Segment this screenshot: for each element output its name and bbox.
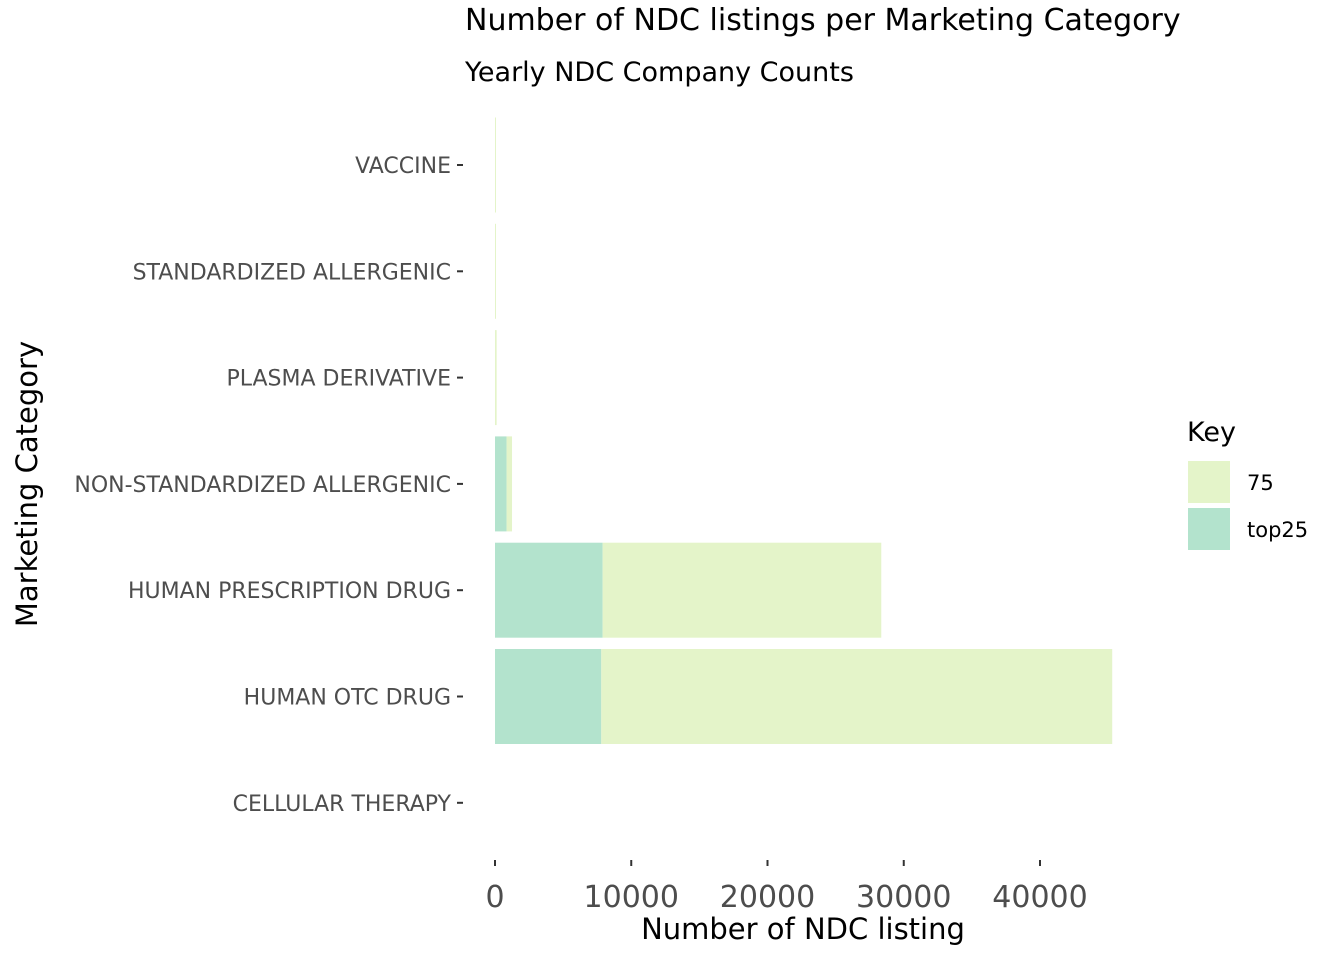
y-axis: VACCINE STANDARDIZED ALLERGENIC PLASMA DER… bbox=[74, 154, 463, 817]
chart-title: Number of NDC listings per Marketing Cat… bbox=[465, 3, 1181, 38]
bar-standardized-allergenic-75 bbox=[495, 223, 496, 319]
x-tick-label: 20000 bbox=[720, 880, 815, 915]
x-tick-label: 30000 bbox=[856, 880, 951, 915]
y-tick-label: NON-STANDARDIZED ALLERGENIC bbox=[74, 473, 451, 498]
x-axis-title: Number of NDC listing bbox=[641, 912, 965, 946]
bar-human-otc-drug-75 bbox=[601, 649, 1113, 744]
y-tick-label: HUMAN PRESCRIPTION DRUG bbox=[128, 579, 451, 604]
legend-title: Key bbox=[1187, 417, 1236, 448]
y-tick-label: STANDARDIZED ALLERGENIC bbox=[133, 260, 451, 285]
y-tick-label: CELLULAR THERAPY bbox=[233, 792, 452, 817]
bar-human-otc-drug-top25 bbox=[495, 649, 602, 744]
y-axis-title: Marketing Category bbox=[10, 341, 44, 627]
bar-human-prescription-drug-top25 bbox=[495, 542, 603, 638]
bar-non-standardized-allergenic-top25 bbox=[495, 436, 507, 532]
bars-group bbox=[495, 117, 1113, 744]
legend: Key 75 top25 bbox=[1187, 417, 1308, 550]
x-axis: 0 10000 20000 30000 40000 bbox=[485, 860, 1088, 915]
y-tick-label: HUMAN OTC DRUG bbox=[244, 686, 451, 711]
bar-human-prescription-drug-75 bbox=[602, 542, 882, 638]
legend-label-75: 75 bbox=[1247, 471, 1274, 495]
legend-swatch-75 bbox=[1188, 461, 1230, 503]
legend-label-top25: top25 bbox=[1247, 518, 1308, 542]
y-tick-label: PLASMA DERIVATIVE bbox=[226, 367, 451, 392]
chart-subtitle: Yearly NDC Company Counts bbox=[464, 57, 854, 88]
x-tick-label: 0 bbox=[485, 880, 504, 915]
x-tick-label: 10000 bbox=[584, 880, 679, 915]
bar-non-standardized-allergenic-75 bbox=[506, 436, 513, 532]
bar-plasma-derivative-75 bbox=[495, 330, 497, 426]
legend-swatch-top25 bbox=[1188, 508, 1230, 550]
bar-vaccine-75 bbox=[495, 117, 496, 213]
x-tick-label: 40000 bbox=[992, 880, 1087, 915]
y-tick-label: VACCINE bbox=[355, 154, 451, 179]
